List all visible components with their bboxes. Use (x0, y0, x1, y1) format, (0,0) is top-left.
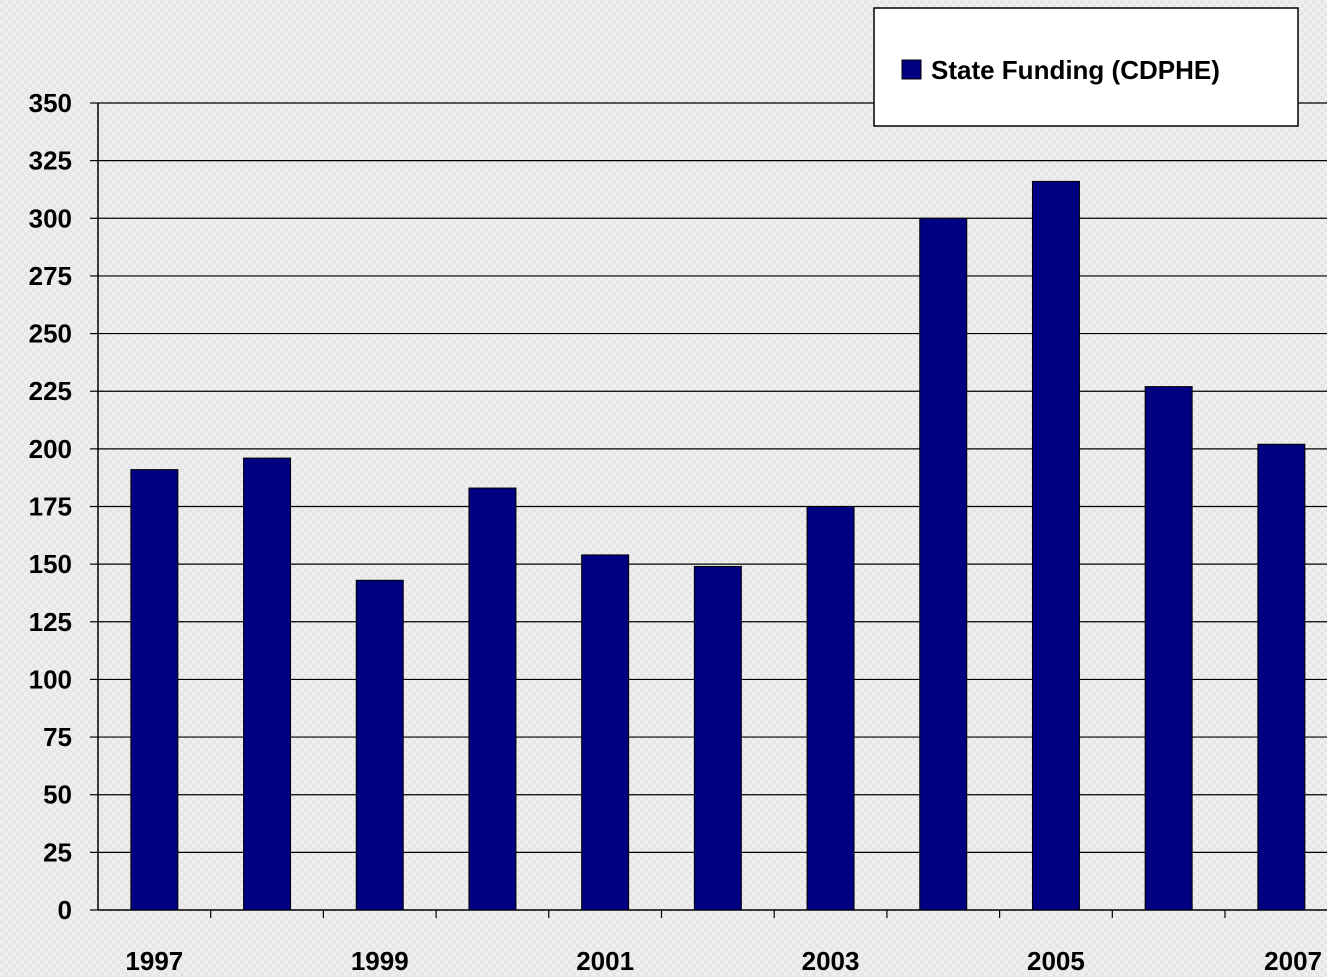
bar-1998 (243, 457, 292, 911)
y-tick-label: 125 (29, 607, 72, 637)
y-tick-label: 200 (29, 434, 72, 464)
y-tick-label: 250 (29, 319, 72, 349)
bar-1997 (130, 469, 179, 911)
x-tick-labels: 1997 1999 2001 2003 2005 2007 (125, 946, 1322, 976)
legend-swatch (901, 59, 922, 80)
x-tick-label: 1997 (125, 946, 183, 976)
bar-2005 (1031, 180, 1080, 911)
bar-2006 (1144, 386, 1193, 911)
bars (130, 180, 1306, 911)
y-tick-label: 325 (29, 146, 72, 176)
x-tick-label: 2005 (1027, 946, 1085, 976)
bar-2001 (581, 554, 630, 911)
x-tick-label: 2001 (576, 946, 634, 976)
bar-2007 (1257, 443, 1306, 911)
x-tick-label: 2003 (802, 946, 860, 976)
x-tick-label: 1999 (351, 946, 409, 976)
y-tick-label: 100 (29, 664, 72, 694)
y-tick-label: 275 (29, 261, 72, 291)
y-tick-label: 50 (43, 780, 72, 810)
bar-2002 (693, 565, 742, 911)
bar-1999 (355, 579, 404, 911)
y-tick-labels: 0 25 50 75 100 125 150 175 200 225 250 275 300 325 350 (29, 88, 72, 925)
legend-label: State Funding (CDPHE) (931, 55, 1220, 85)
bar-2004 (919, 217, 968, 911)
y-tick-label: 75 (43, 722, 72, 752)
bar-2000 (468, 487, 517, 911)
y-tick-label: 300 (29, 203, 72, 233)
legend-box (873, 7, 1299, 127)
y-tick-label: 150 (29, 549, 72, 579)
y-tick-label: 350 (29, 88, 72, 118)
y-tick-label: 225 (29, 376, 72, 406)
legend: State Funding (CDPHE) (873, 7, 1299, 127)
y-tick-label: 0 (58, 895, 72, 925)
bar-2003 (806, 506, 855, 911)
y-tick-label: 25 (43, 837, 72, 867)
y-tick-label: 175 (29, 492, 72, 522)
x-tick-label: 2007 (1264, 946, 1322, 976)
